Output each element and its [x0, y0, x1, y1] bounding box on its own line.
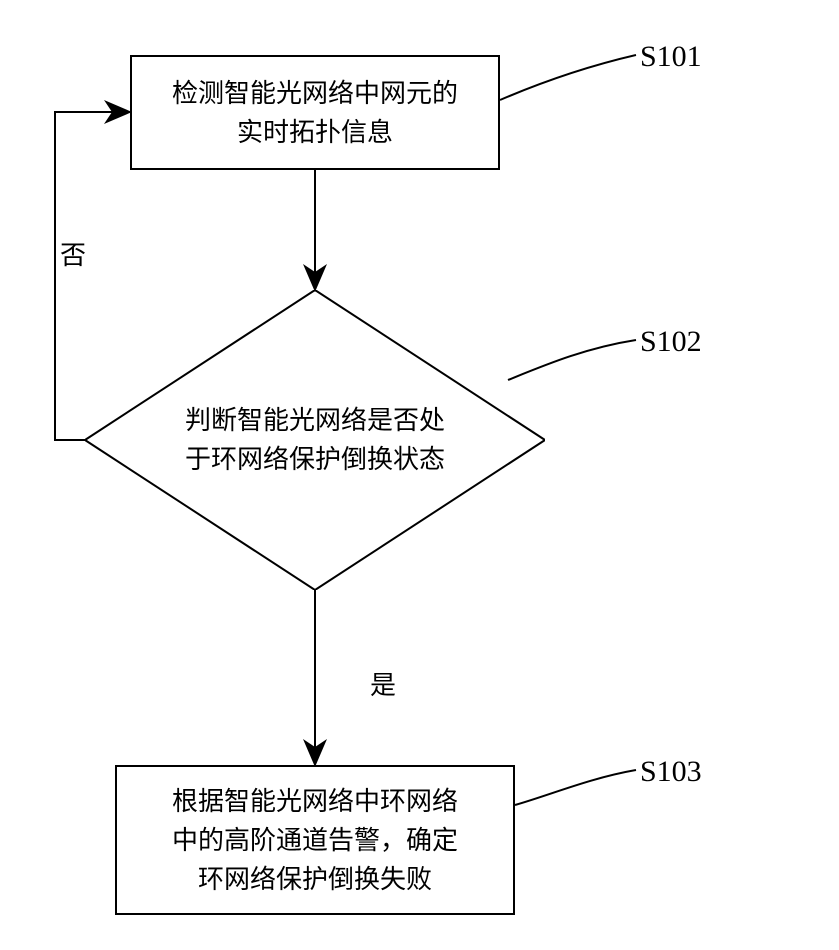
step-label-s102: S102: [640, 325, 702, 359]
edges-layer: [0, 0, 839, 950]
step-label-s103: S103: [640, 755, 702, 789]
edge-label-no: 否: [60, 235, 86, 272]
step-label-s101: S101: [640, 40, 702, 74]
flowchart-canvas: 检测智能光网络中网元的 实时拓扑信息 判断智能光网络是否处 于环网络保护倒换状态…: [0, 0, 839, 950]
edge-label-yes: 是: [370, 665, 396, 702]
